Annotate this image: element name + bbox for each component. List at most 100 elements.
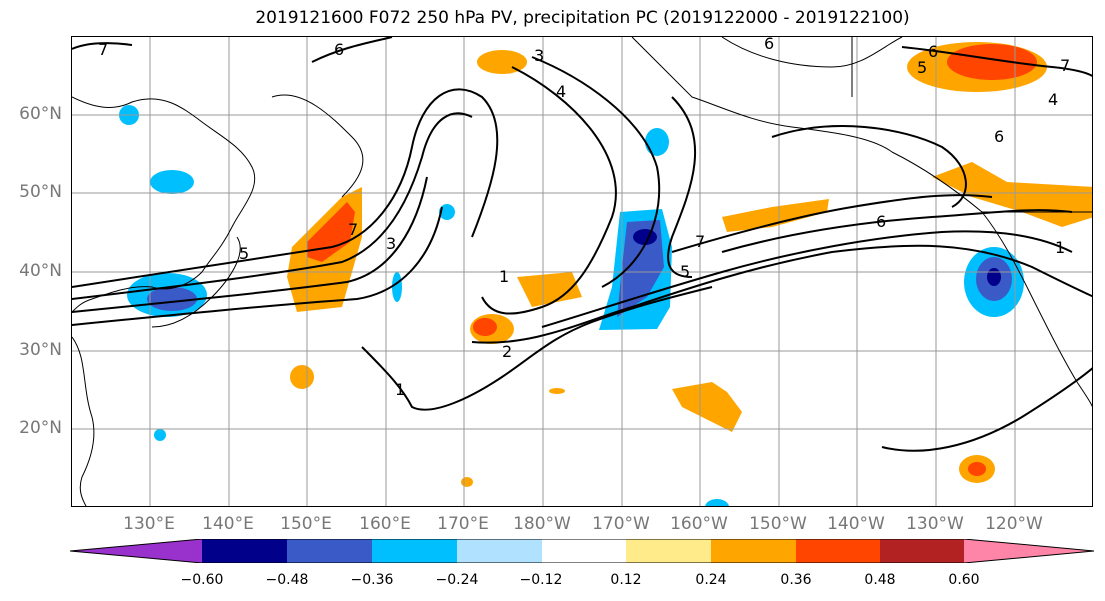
contour-label: 6: [928, 42, 938, 61]
map-title: 2019121600 F072 250 hPa PV, precipitatio…: [255, 8, 910, 28]
pv-contour-6-north: [311, 37, 393, 63]
coast-alaska: [631, 37, 893, 153]
colorbar-bin: [202, 539, 287, 563]
lat-label-40n: 40°N: [19, 261, 62, 281]
precip-pos-small-1: [290, 365, 314, 389]
contour-label: 4: [1048, 90, 1058, 109]
precip-neg-small-3: [439, 204, 455, 220]
pv-contour-7-east: [671, 194, 993, 253]
pv-contour-5: [541, 230, 1073, 328]
colorbar-tick-label: 0.48: [864, 572, 896, 588]
pv-contour-6-east: [721, 209, 1073, 253]
pv-contour-1-trough: [481, 66, 617, 315]
colorbar: [70, 539, 1094, 563]
lon-label-170e: 170°E: [437, 514, 489, 534]
contour-label: 6: [994, 127, 1004, 146]
map-canvas: 7 6 6 6 3 4 5 7 4 1 3 5 1 2 1 7 5 6 7 6: [72, 37, 1092, 506]
precip-pos-mid-pacific-core: [473, 318, 497, 336]
precip-neg-small-1: [154, 429, 166, 441]
precip-neg-kamchatka-west: [150, 170, 194, 194]
contour-label: 7: [1060, 56, 1070, 75]
colorbar-tick-label: −0.24: [435, 572, 479, 588]
lon-label-150e: 150°E: [280, 514, 332, 534]
precip-pos-mid-pacific: [517, 272, 582, 307]
coast-china: [72, 336, 95, 506]
pv-contour-ridge: [667, 96, 696, 278]
contour-label: 4: [556, 82, 566, 101]
precip-pos-small-4: [549, 388, 565, 394]
colorbar-tick-label: 0.60: [948, 572, 980, 588]
contour-label: 5: [917, 58, 927, 77]
precip-pos-kuril-core: [307, 202, 355, 262]
pv-contours: [72, 37, 1092, 452]
lon-label-160e: 160°E: [359, 514, 411, 534]
coast-arctic: [721, 37, 903, 68]
precip-pos-northeast-pacific: [722, 199, 829, 232]
colorbar-bin: [287, 539, 372, 563]
contour-label: 6: [764, 37, 774, 53]
precip-neg-aleutian: [645, 128, 669, 156]
contour-label: 3: [386, 234, 396, 253]
map-panel: 7 6 6 6 3 4 5 7 4 1 3 5 1 2 1 7 5 6 7 6: [71, 36, 1093, 507]
colorbar-bin: [796, 539, 880, 563]
colorbar-bin: [542, 539, 626, 563]
graticule: [72, 37, 1092, 506]
pv-contour-trough-west: [531, 56, 661, 288]
lat-label-30n: 30°N: [19, 340, 62, 360]
lon-label-160w: 160°W: [670, 514, 728, 534]
colorbar-tick-label: −0.60: [180, 572, 224, 588]
colorbar-tick-label: 0.36: [780, 572, 812, 588]
coast-asia: [72, 96, 256, 313]
pv-contour-jet-2: [72, 112, 473, 300]
precip-neg-small-4: [705, 499, 729, 506]
colorbar-bin: [626, 539, 711, 563]
precip-neg-japan-core: [147, 287, 197, 311]
contour-label: 1: [1055, 238, 1065, 257]
contour-label: 5: [239, 244, 249, 263]
pv-contour-gulf-alaska: [901, 46, 1092, 77]
pv-contour-jet-4: [72, 206, 443, 326]
colorbar-bin: [880, 539, 964, 563]
precip-neg-central-pacific-core: [617, 220, 664, 317]
contour-label: 7: [348, 220, 358, 239]
contour-label: 1: [395, 380, 405, 399]
contour-label: 1: [499, 267, 509, 286]
precip-pos-hawaii: [672, 382, 742, 432]
precip-pos-small-2-core: [968, 462, 986, 476]
pv-contour-east-loop: [771, 125, 967, 208]
colorbar-tick-label: −0.36: [350, 572, 394, 588]
lat-label-60n: 60°N: [19, 104, 62, 124]
contour-label: 3: [534, 46, 544, 65]
lat-label-50n: 50°N: [19, 182, 62, 202]
lon-label-170w: 170°W: [592, 514, 650, 534]
lon-label-120w: 120°W: [985, 514, 1043, 534]
contour-label: 7: [98, 40, 108, 59]
pv-contour-jet-3: [72, 176, 428, 313]
precip-pos-small-3: [461, 477, 473, 487]
precip-pos-alaska-gulf-core: [947, 44, 1037, 80]
contour-label: 7: [695, 232, 705, 251]
colorbar-bin: [711, 539, 796, 563]
pv-contour-2: [471, 244, 1092, 344]
colorbar-bin: [457, 539, 542, 563]
contour-label-group: 7 6 6 6 3 4 5 7 4 1 3 5 1 2 1 7 5 6 7 6: [98, 37, 1070, 399]
lon-label-130e: 130°E: [123, 514, 175, 534]
contour-label: 2: [502, 342, 512, 361]
coastlines: [72, 37, 1092, 506]
contour-label: 6: [876, 212, 886, 231]
colorbar-tick-label: 0.24: [695, 572, 727, 588]
lat-label-20n: 20°N: [19, 418, 62, 438]
contour-label: 6: [334, 40, 344, 59]
lon-label-130w: 130°W: [906, 514, 964, 534]
pv-contour-1-south: [361, 286, 713, 411]
pv-contour-7-nw: [72, 42, 133, 50]
colorbar-tick-label: −0.12: [519, 572, 563, 588]
precip-neg-west-coast-max: [987, 268, 1001, 286]
pv-contour-jet-1: [72, 88, 499, 288]
precip-neg-small-2: [392, 272, 402, 302]
lon-label-140w: 140°W: [827, 514, 885, 534]
colorbar-tick-label: 0.12: [610, 572, 642, 588]
lon-label-140e: 140°E: [202, 514, 254, 534]
colorbar-extend-high: [964, 539, 1094, 563]
colorbar-tick-label: −0.48: [265, 572, 309, 588]
